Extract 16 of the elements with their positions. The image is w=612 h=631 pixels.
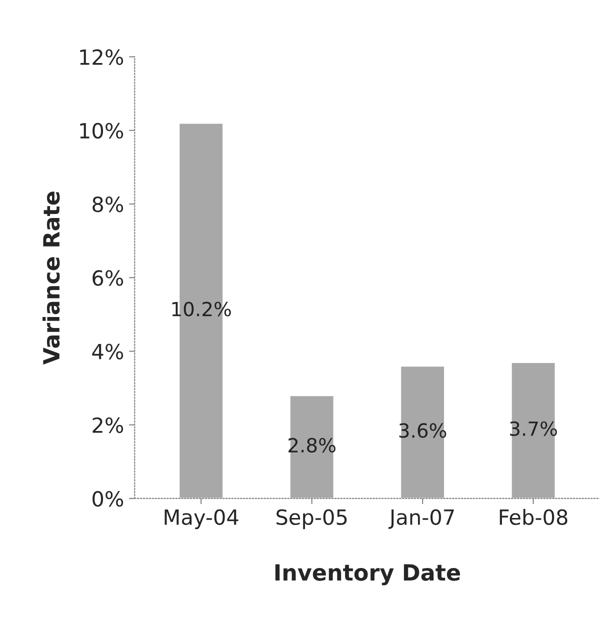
y-tick-label: 10% [80,122,124,139]
y-axis-title: Variance Rate [42,192,60,365]
bar [400,365,446,498]
y-tick-label: 0% [92,490,124,507]
x-tick-label: Jan-07 [388,509,454,529]
x-tick-label: May-04 [164,509,238,530]
y-tick-label: 4% [92,344,124,360]
y-tick-label: 12% [80,49,124,65]
y-tick-label: 8% [92,196,124,212]
x-tick-label: Feb-08 [500,508,568,526]
x-tick-label: Sep-05 [276,509,347,530]
x-axis-title: Inventory Date [275,564,460,586]
y-tick-label: 6% [92,270,124,286]
y-tick-label: 2% [92,417,124,434]
bar [288,394,335,498]
bar [510,362,556,498]
